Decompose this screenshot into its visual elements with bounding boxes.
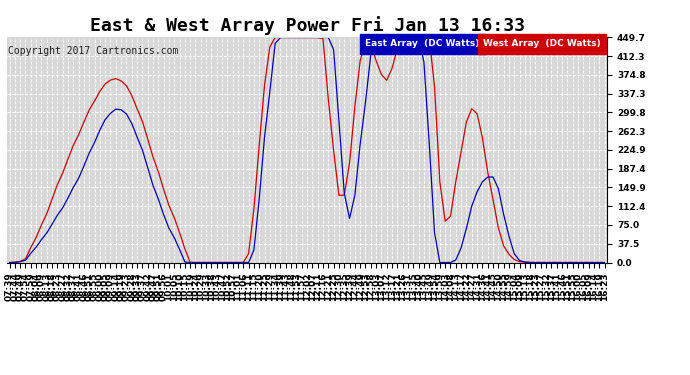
Text: Copyright 2017 Cartronics.com: Copyright 2017 Cartronics.com	[8, 46, 179, 57]
Title: East & West Array Power Fri Jan 13 16:33: East & West Array Power Fri Jan 13 16:33	[90, 16, 524, 34]
Legend: East Array  (DC Watts), West Array  (DC Watts): East Array (DC Watts), West Array (DC Wa…	[361, 38, 602, 50]
